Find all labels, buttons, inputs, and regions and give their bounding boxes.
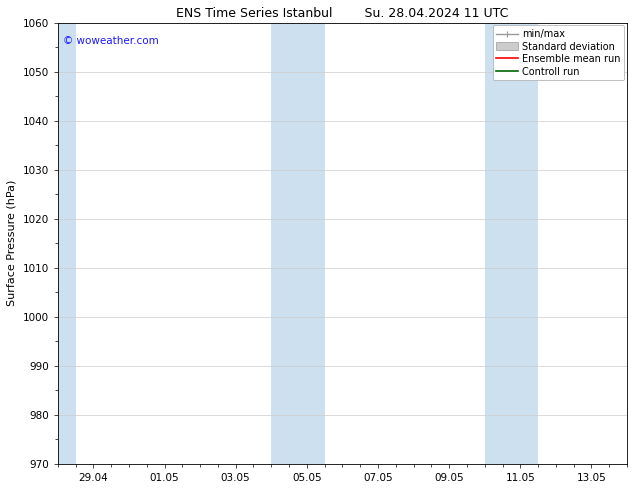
Title: ENS Time Series Istanbul        Su. 28.04.2024 11 UTC: ENS Time Series Istanbul Su. 28.04.2024 … [176, 7, 508, 20]
Bar [271, 23, 325, 464]
Bar [58, 23, 75, 464]
Legend: min/max, Standard deviation, Ensemble mean run, Controll run: min/max, Standard deviation, Ensemble me… [493, 25, 624, 80]
Y-axis label: Surface Pressure (hPa): Surface Pressure (hPa) [7, 180, 17, 306]
Bar [485, 23, 538, 464]
Text: © woweather.com: © woweather.com [63, 36, 159, 46]
